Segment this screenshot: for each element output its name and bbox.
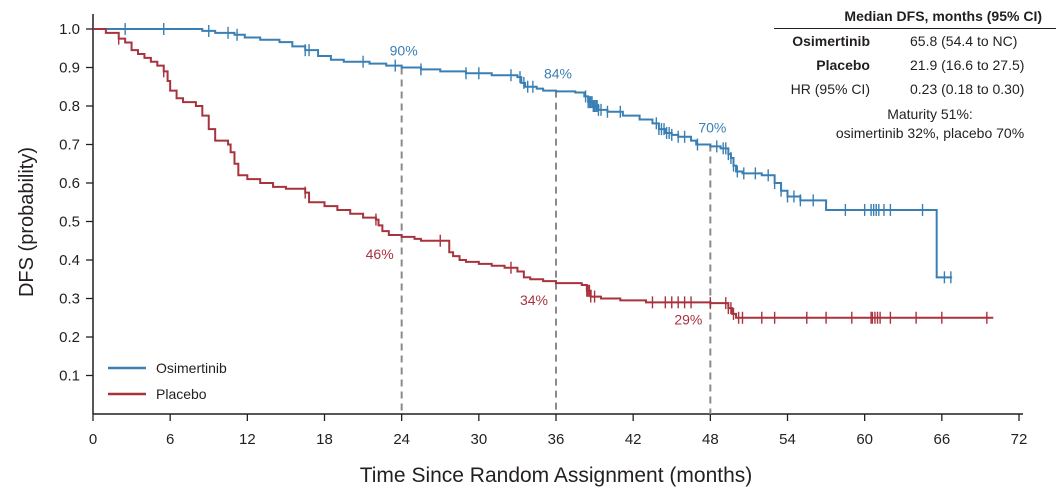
x-tick-label: 42 (625, 431, 642, 448)
row-value: 21.9 (16.6 to 27.5) (910, 57, 1025, 73)
row-value: 0.23 (0.18 to 0.30) (910, 81, 1025, 97)
y-tick-label: 0.6 (59, 175, 80, 192)
landmark-label: 70% (698, 120, 726, 136)
maturity-line-1: Maturity 51%: (887, 106, 973, 122)
row-label: HR (95% CI) (790, 81, 870, 97)
y-tick-label: 0.9 (59, 60, 80, 77)
landmark-label: 90% (390, 43, 418, 59)
x-tick-label: 72 (1011, 431, 1028, 448)
table-row: Placebo 21.9 (16.6 to 27.5) (760, 53, 1060, 77)
x-tick-label: 30 (470, 431, 487, 448)
survival-curves (93, 23, 994, 324)
landmark-label: 84% (544, 66, 572, 82)
row-value: 65.8 (54.4 to NC) (910, 33, 1018, 49)
x-tick-label: 54 (779, 431, 796, 448)
table-rule (774, 28, 1056, 29)
landmark-label: 46% (366, 246, 394, 262)
table-row: Osimertinib 65.8 (54.4 to NC) (760, 29, 1060, 53)
x-tick-label: 60 (856, 431, 873, 448)
y-tick-label: 0.5 (59, 214, 80, 231)
x-tick-label: 24 (393, 431, 410, 448)
y-tick-label: 1.0 (59, 21, 80, 38)
y-tick-label: 0.4 (59, 252, 80, 269)
y-tick-label: 0.7 (59, 137, 80, 154)
x-axis-title: Time Since Random Assignment (months) (360, 464, 753, 487)
x-tick-label: 0 (89, 431, 97, 448)
table-header: Median DFS, months (95% CI) (844, 8, 1042, 24)
landmark-label: 29% (674, 311, 702, 327)
x-tick-label: 48 (702, 431, 719, 448)
row-label: Osimertinib (792, 33, 870, 49)
y-tick-label: 0.3 (59, 291, 80, 308)
legend-label: Osimertinib (156, 360, 227, 376)
curve-placebo (93, 28, 994, 324)
chart-axes: 0 6 12 18 24 30 36 42 48 54 60 66 72 0.1 0.2 0.3 0.4 0.5 0… (59, 14, 1027, 448)
legend: Osimertinib Placebo (108, 360, 227, 402)
y-tick-label: 0.2 (59, 329, 80, 346)
y-axis-title: DFS (probability) (16, 147, 38, 297)
x-tick-label: 66 (933, 431, 950, 448)
landmark-labels: 90% 46% 84% 34% 70% 29% (366, 43, 727, 328)
curve-osimertinib (93, 23, 953, 284)
x-tick-label: 36 (548, 431, 565, 448)
x-tick-label: 18 (316, 431, 333, 448)
y-tick-label: 0.1 (59, 368, 80, 385)
median-dfs-table: Median DFS, months (95% CI) Osimertinib 6… (760, 4, 1060, 143)
row-label: Placebo (816, 57, 870, 73)
x-tick-label: 12 (239, 431, 256, 448)
series-line (93, 28, 994, 319)
maturity-note: Maturity 51%: osimertinib 32%, placebo 7… (760, 105, 1060, 143)
legend-label: Placebo (156, 386, 207, 402)
x-tick-label: 6 (166, 431, 174, 448)
maturity-line-2: osimertinib 32%, placebo 70% (835, 125, 1025, 141)
landmark-label: 34% (520, 292, 548, 308)
table-row: HR (95% CI) 0.23 (0.18 to 0.30) (760, 77, 1060, 101)
y-tick-label: 0.8 (59, 98, 80, 115)
landmark-lines (400, 67, 712, 414)
table-rows: Osimertinib 65.8 (54.4 to NC) Placebo 21.9 … (760, 29, 1060, 101)
